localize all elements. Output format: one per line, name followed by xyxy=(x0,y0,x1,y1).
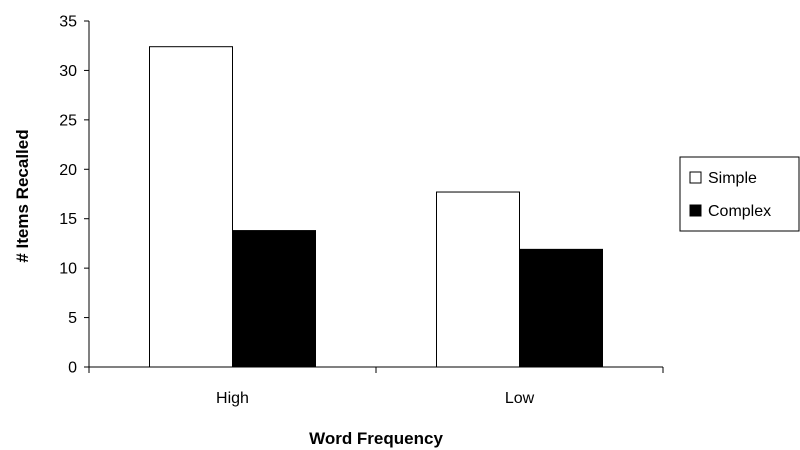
x-axis-ticks: High Low xyxy=(88,367,664,407)
y-tick-label: 30 xyxy=(59,63,77,80)
y-tick-label: 0 xyxy=(68,360,77,377)
legend-swatch xyxy=(689,204,702,217)
legend-box xyxy=(679,156,800,232)
bar-simple-low xyxy=(436,191,520,368)
legend-label: Simple xyxy=(708,170,757,187)
bar-complex-low xyxy=(519,248,603,368)
y-tick-label: 35 xyxy=(59,14,77,31)
y-axis-title: # Items Recalled xyxy=(13,129,32,262)
y-tick-label: 20 xyxy=(59,162,77,179)
bar-group xyxy=(149,46,603,368)
y-tick-label: 5 xyxy=(68,310,77,327)
bar-simple-high xyxy=(149,46,233,368)
y-tick-label: 10 xyxy=(59,261,77,278)
legend-label: Complex xyxy=(708,203,771,220)
y-tick-label: 15 xyxy=(59,211,77,228)
x-tick-label: High xyxy=(216,390,249,407)
y-axis-ticks: 0 5 10 15 20 25 30 35 xyxy=(59,14,89,377)
x-axis-title: Word Frequency xyxy=(309,429,443,448)
y-tick-label: 25 xyxy=(59,112,77,129)
x-tick-label: Low xyxy=(505,390,535,407)
legend-swatch xyxy=(689,171,702,184)
legend: Simple Complex xyxy=(679,156,800,232)
bar-complex-high xyxy=(232,230,316,368)
